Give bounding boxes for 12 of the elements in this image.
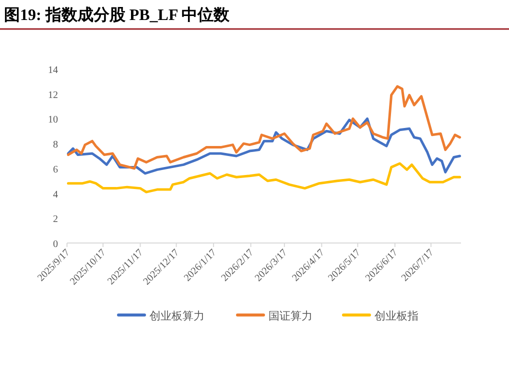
y-tick-label: 6 xyxy=(53,164,58,176)
y-tick-label: 14 xyxy=(48,65,58,76)
y-tick-label: 10 xyxy=(48,114,58,126)
legend-label: 创业板算力 xyxy=(150,310,204,322)
legend-label: 创业板指 xyxy=(374,310,418,322)
y-tick-label: 2 xyxy=(53,214,58,226)
legend-label: 国证算力 xyxy=(268,310,312,322)
y-tick-label: 8 xyxy=(53,140,58,151)
y-tick-label: 12 xyxy=(48,90,58,101)
y-tick-label: 0 xyxy=(53,239,58,250)
chart-title: 图19: 指数成分股 PB_LF 中位数 xyxy=(4,6,231,24)
y-tick-label: 4 xyxy=(53,189,58,200)
